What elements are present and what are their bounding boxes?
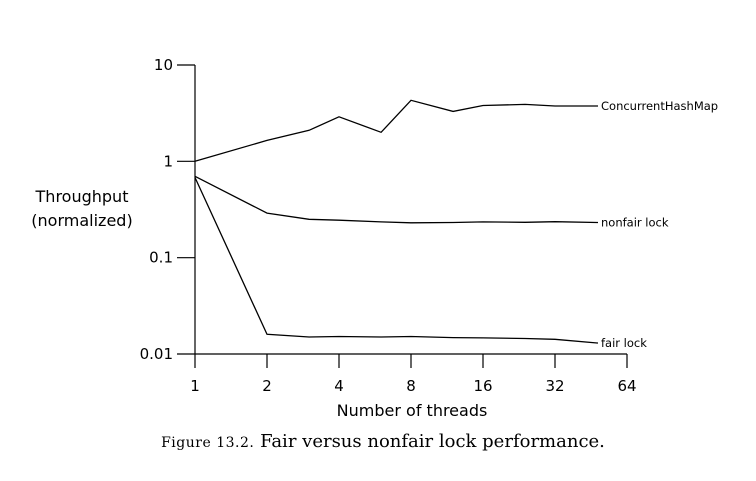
x-tick-label: 16 xyxy=(473,377,492,395)
figure-caption: Figure 13.2. Fair versus nonfair lock pe… xyxy=(161,431,605,452)
x-tick-label: 8 xyxy=(406,377,416,395)
y-axis-ticks: 10 1 0.1 0.01 xyxy=(140,56,195,363)
y-tick-label: 0.01 xyxy=(140,345,173,363)
series-line-nonfair-lock xyxy=(194,175,598,224)
y-axis-title-line-2: (normalized) xyxy=(31,211,132,230)
series-label-fair-lock: fair lock xyxy=(601,336,647,350)
series-label-concurrenthashmap: ConcurrentHashMap xyxy=(601,99,718,113)
figure-caption-text: Fair versus nonfair lock performance. xyxy=(260,431,605,452)
x-tick-label: 1 xyxy=(190,377,200,395)
series-label-nonfair-lock: nonfair lock xyxy=(601,215,669,229)
y-tick-label: 10 xyxy=(154,56,173,74)
figure-caption-prefix: Figure 13.2. xyxy=(161,435,254,451)
series-line-concurrenthashmap xyxy=(194,99,598,162)
series-group: ConcurrentHashMap nonfair lock fair lock xyxy=(194,99,718,350)
y-axis-title-line-1: Throughput xyxy=(35,187,129,206)
y-tick-label: 1 xyxy=(163,152,173,170)
x-axis-ticks: 1 2 4 8 16 32 64 xyxy=(190,354,637,395)
series-line-fair-lock xyxy=(194,177,598,344)
x-axis-title: Number of threads xyxy=(337,401,488,420)
x-tick-label: 64 xyxy=(617,377,636,395)
x-tick-label: 32 xyxy=(545,377,564,395)
x-tick-label: 2 xyxy=(262,377,272,395)
x-tick-label: 4 xyxy=(334,377,344,395)
y-tick-label: 0.1 xyxy=(149,249,173,267)
